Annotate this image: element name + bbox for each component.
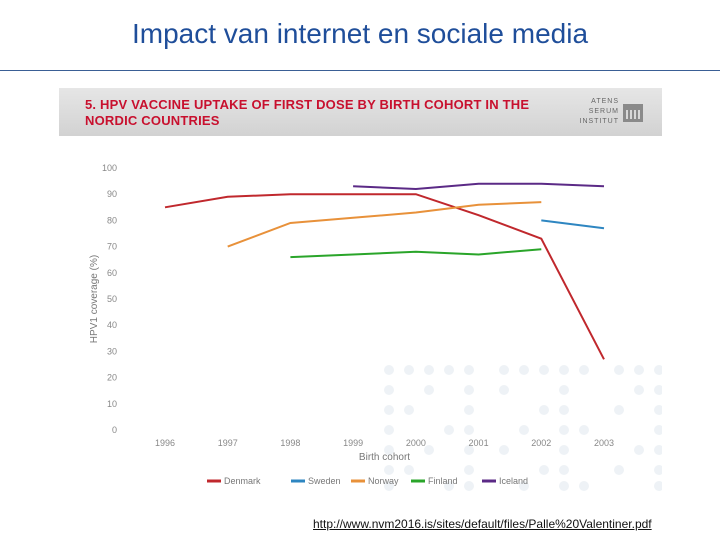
- x-axis-label: Birth cohort: [359, 452, 410, 463]
- series-lines: [164, 182, 605, 360]
- logo-line-3: INSTITUT: [579, 118, 619, 125]
- legend-label-denmark: Denmark: [224, 476, 261, 486]
- y-axis: 0 10 20 30 40 50 60 70 80 90 100: [102, 163, 117, 435]
- chart-figure: 5. HPV VACCINE UPTAKE OF FIRST DOSE BY B…: [59, 88, 662, 495]
- x-tick-label: 1998: [280, 438, 300, 448]
- chart-legend: Denmark Sweden Norway Finland Iceland: [207, 476, 528, 486]
- series-line-norway: [227, 201, 542, 248]
- logo-line-2: SERUM: [588, 108, 619, 115]
- legend-label-finland: Finland: [428, 476, 458, 486]
- chart-title: 5. HPV VACCINE UPTAKE OF FIRST DOSE BY B…: [85, 97, 585, 129]
- series-line-denmark: [164, 193, 605, 360]
- title-divider: [0, 70, 720, 71]
- y-axis-label: HPV1 coverage (%): [89, 255, 100, 343]
- y-tick-label: 70: [107, 242, 117, 252]
- y-tick-label: 80: [107, 215, 117, 225]
- x-tick-label: 2000: [406, 438, 426, 448]
- logo-line-1: ATENS: [591, 98, 619, 105]
- institute-logo: ATENS SERUM INSTITUT: [569, 98, 661, 130]
- y-tick-label: 40: [107, 320, 117, 330]
- y-tick-label: 90: [107, 189, 117, 199]
- x-tick-label: 1996: [155, 438, 175, 448]
- x-tick-label: 2001: [469, 438, 489, 448]
- series-line-sweden: [541, 219, 605, 230]
- y-tick-label: 100: [102, 163, 117, 173]
- chart-title-line-1: 5. HPV VACCINE UPTAKE OF FIRST DOSE BY B…: [85, 97, 530, 112]
- legend-label-sweden: Sweden: [308, 476, 341, 486]
- chart-title-line-2: NORDIC COUNTRIES: [85, 113, 220, 128]
- building-icon: [623, 104, 643, 122]
- legend-label-norway: Norway: [368, 476, 399, 486]
- series-line-iceland: [353, 182, 605, 191]
- x-tick-label: 1997: [218, 438, 238, 448]
- y-tick-label: 50: [107, 294, 117, 304]
- source-link[interactable]: http://www.nvm2016.is/sites/default/file…: [313, 517, 652, 531]
- x-tick-label: 1999: [343, 438, 363, 448]
- x-tick-label: 2003: [594, 438, 614, 448]
- dotted-watermark: [384, 365, 662, 491]
- line-chart: 0 10 20 30 40 50 60 70 80 90 100 1996 1997 1998 1999 2…: [89, 163, 662, 491]
- series-line-finland: [290, 248, 542, 259]
- figure-header: 5. HPV VACCINE UPTAKE OF FIRST DOSE BY B…: [59, 88, 662, 136]
- y-tick-label: 20: [107, 373, 117, 383]
- y-tick-label: 60: [107, 268, 117, 278]
- y-tick-label: 0: [112, 425, 117, 435]
- y-tick-label: 10: [107, 399, 117, 409]
- x-axis: 1996 1997 1998 1999 2000 2001 2002 2003: [155, 438, 614, 448]
- legend-label-iceland: Iceland: [499, 476, 528, 486]
- y-tick-label: 30: [107, 346, 117, 356]
- slide-title: Impact van internet en sociale media: [131, 18, 589, 49]
- x-tick-label: 2002: [531, 438, 551, 448]
